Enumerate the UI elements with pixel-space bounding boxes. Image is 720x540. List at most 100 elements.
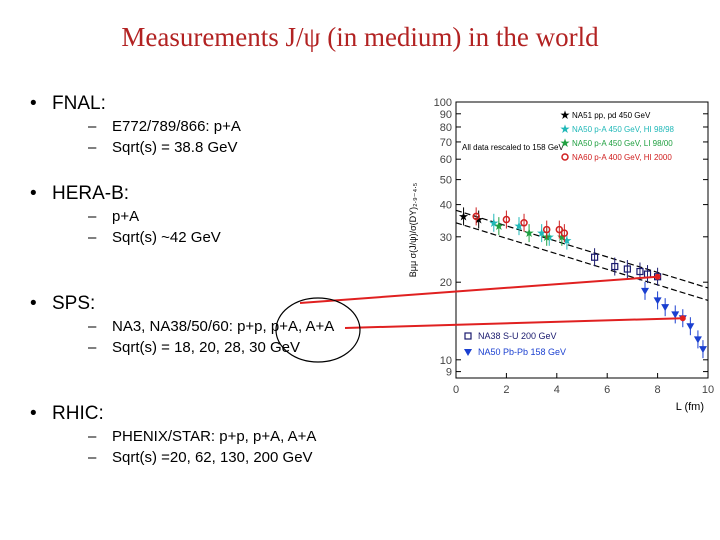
item-text: p+A	[112, 208, 140, 225]
data-point-star: ★	[560, 122, 571, 136]
plot-note: All data rescaled to 158 GeV	[462, 143, 565, 152]
data-point-star: ★	[458, 209, 469, 223]
data-point-square	[464, 332, 472, 340]
data-point-triangle	[686, 323, 695, 331]
data-point-star: ★	[488, 216, 499, 230]
legend-entry: NA60 p-A 400 GeV, HI 2000	[572, 153, 672, 162]
item-text: Sqrt(s) = 38.8 GeV	[112, 139, 238, 156]
data-point-circle	[560, 229, 569, 237]
data-point-star: ★	[473, 213, 484, 227]
data-point-triangle	[698, 346, 707, 354]
data-point-circle	[520, 219, 528, 227]
y-tick-label: 30	[440, 232, 452, 244]
y-tick-label: 20	[440, 277, 452, 289]
y-tick-label: 50	[440, 175, 452, 187]
y-tick-label: 100	[434, 97, 452, 109]
data-point-triangle	[671, 311, 680, 319]
section-fnal-item-1: – E772/789/866: p+A	[88, 118, 241, 135]
section-sps-heading: • SPS:	[30, 293, 95, 315]
data-point-circle	[555, 225, 564, 234]
annotation-arrow-line	[299, 275, 658, 304]
annotation-arrow-head	[654, 273, 661, 280]
section-rhic-heading: • RHIC:	[30, 403, 104, 425]
data-point-triangle	[693, 336, 702, 344]
item-text: NA3, NA38/50/60: p+p, p+A, A+A	[112, 318, 335, 335]
section-herab-heading: • HERA-B:	[30, 183, 129, 205]
plot-frame	[455, 101, 709, 379]
data-point-star: ★	[556, 230, 567, 244]
item-text: Sqrt(s) = 18, 20, 28, 30 GeV	[112, 339, 301, 356]
dash-marker: –	[88, 139, 97, 156]
y-tick-label: 10	[440, 355, 452, 367]
data-point-triangle	[464, 349, 472, 356]
y-tick-label: 9	[446, 367, 452, 379]
heading-text: HERA-B:	[52, 183, 130, 204]
item-text: PHENIX/STAR: p+p, p+A, A+A	[112, 428, 317, 445]
section-sps-item-2: – Sqrt(s) = 18, 20, 28, 30 GeV	[88, 339, 300, 356]
annotation-arrow-head	[679, 315, 686, 322]
data-point-circle	[502, 215, 511, 224]
legend-entry: NA50 p-A 450 GeV, HI 98/98	[572, 125, 675, 134]
legend-entry: NA50 p-A 450 GeV, LI 98/00	[572, 139, 673, 148]
bullet-marker: •	[30, 93, 37, 114]
data-point-square	[590, 253, 599, 261]
data-point-circle	[472, 212, 480, 221]
dash-marker: –	[88, 428, 97, 445]
x-tick-label: 10	[702, 384, 714, 396]
data-point-circle	[561, 153, 569, 161]
data-point-square	[623, 265, 631, 273]
slide-title: Measurements J/ψ (in medium) in the worl…	[121, 22, 599, 52]
bullet-marker: •	[30, 293, 37, 314]
data-point-star: ★	[544, 230, 555, 244]
bullet-marker: •	[30, 403, 37, 424]
section-fnal-item-2: – Sqrt(s) = 38.8 GeV	[88, 139, 237, 156]
x-tick-label: 0	[453, 384, 459, 396]
x-tick-label: 8	[655, 384, 661, 396]
item-text: Sqrt(s) =20, 62, 130, 200 GeV	[112, 449, 313, 466]
dash-marker: –	[88, 318, 97, 335]
legend-entry: NA38 S-U 200 GeV	[478, 331, 557, 341]
section-herab-item-2: – Sqrt(s) ~42 GeV	[88, 229, 221, 246]
y-tick-label: 70	[440, 137, 452, 149]
data-point-star: ★	[560, 108, 571, 122]
item-text: Sqrt(s) ~42 GeV	[112, 229, 221, 246]
annotation-arrow-line	[344, 317, 683, 329]
y-tick-label: 60	[440, 154, 452, 166]
data-point-star: ★	[514, 219, 525, 233]
annotations	[275, 273, 686, 363]
dash-marker: –	[88, 449, 97, 466]
data-point-star: ★	[536, 226, 547, 240]
legend-entry: NA50 Pb-Pb 158 GeV	[478, 347, 566, 357]
dash-marker: –	[88, 118, 97, 135]
dash-marker: –	[88, 339, 97, 356]
x-axis-label: L (fm)	[676, 401, 704, 413]
dash-marker: –	[88, 208, 97, 225]
data-point-square	[611, 262, 619, 271]
fit-band-line	[455, 222, 709, 301]
item-text: E772/789/866: p+A	[112, 118, 241, 135]
data-point-square	[636, 267, 644, 276]
section-sps-item-1: – NA3, NA38/50/60: p+p, p+A, A+A	[88, 318, 334, 335]
heading-text: RHIC:	[52, 403, 104, 424]
y-tick-label: 40	[440, 200, 452, 212]
section-rhic-item-2: – Sqrt(s) =20, 62, 130, 200 GeV	[88, 449, 313, 466]
dash-marker: –	[88, 229, 97, 246]
data-point-star: ★	[561, 234, 572, 248]
data-point-star: ★	[524, 226, 535, 240]
bullet-marker: •	[30, 183, 37, 204]
data-point-triangle	[653, 297, 662, 305]
data-point-star: ★	[493, 219, 504, 233]
fit-band-line	[455, 209, 709, 289]
x-tick-label: 2	[503, 384, 509, 396]
data-point-star: ★	[560, 136, 571, 150]
legend-entry: NA51 pp, pd 450 GeV	[572, 111, 651, 120]
highlight-ellipse	[275, 297, 361, 363]
x-tick-label: 6	[604, 384, 610, 396]
y-tick-label: 90	[440, 109, 452, 121]
y-tick-label: 80	[440, 122, 452, 134]
y-axis-label: Bμμ σ(J/ψ)/σ(DY)₂.₉₋₄.₅	[408, 182, 418, 277]
section-fnal-heading: • FNAL:	[30, 93, 106, 115]
section-rhic-item-1: – PHENIX/STAR: p+p, p+A, A+A	[88, 428, 316, 445]
